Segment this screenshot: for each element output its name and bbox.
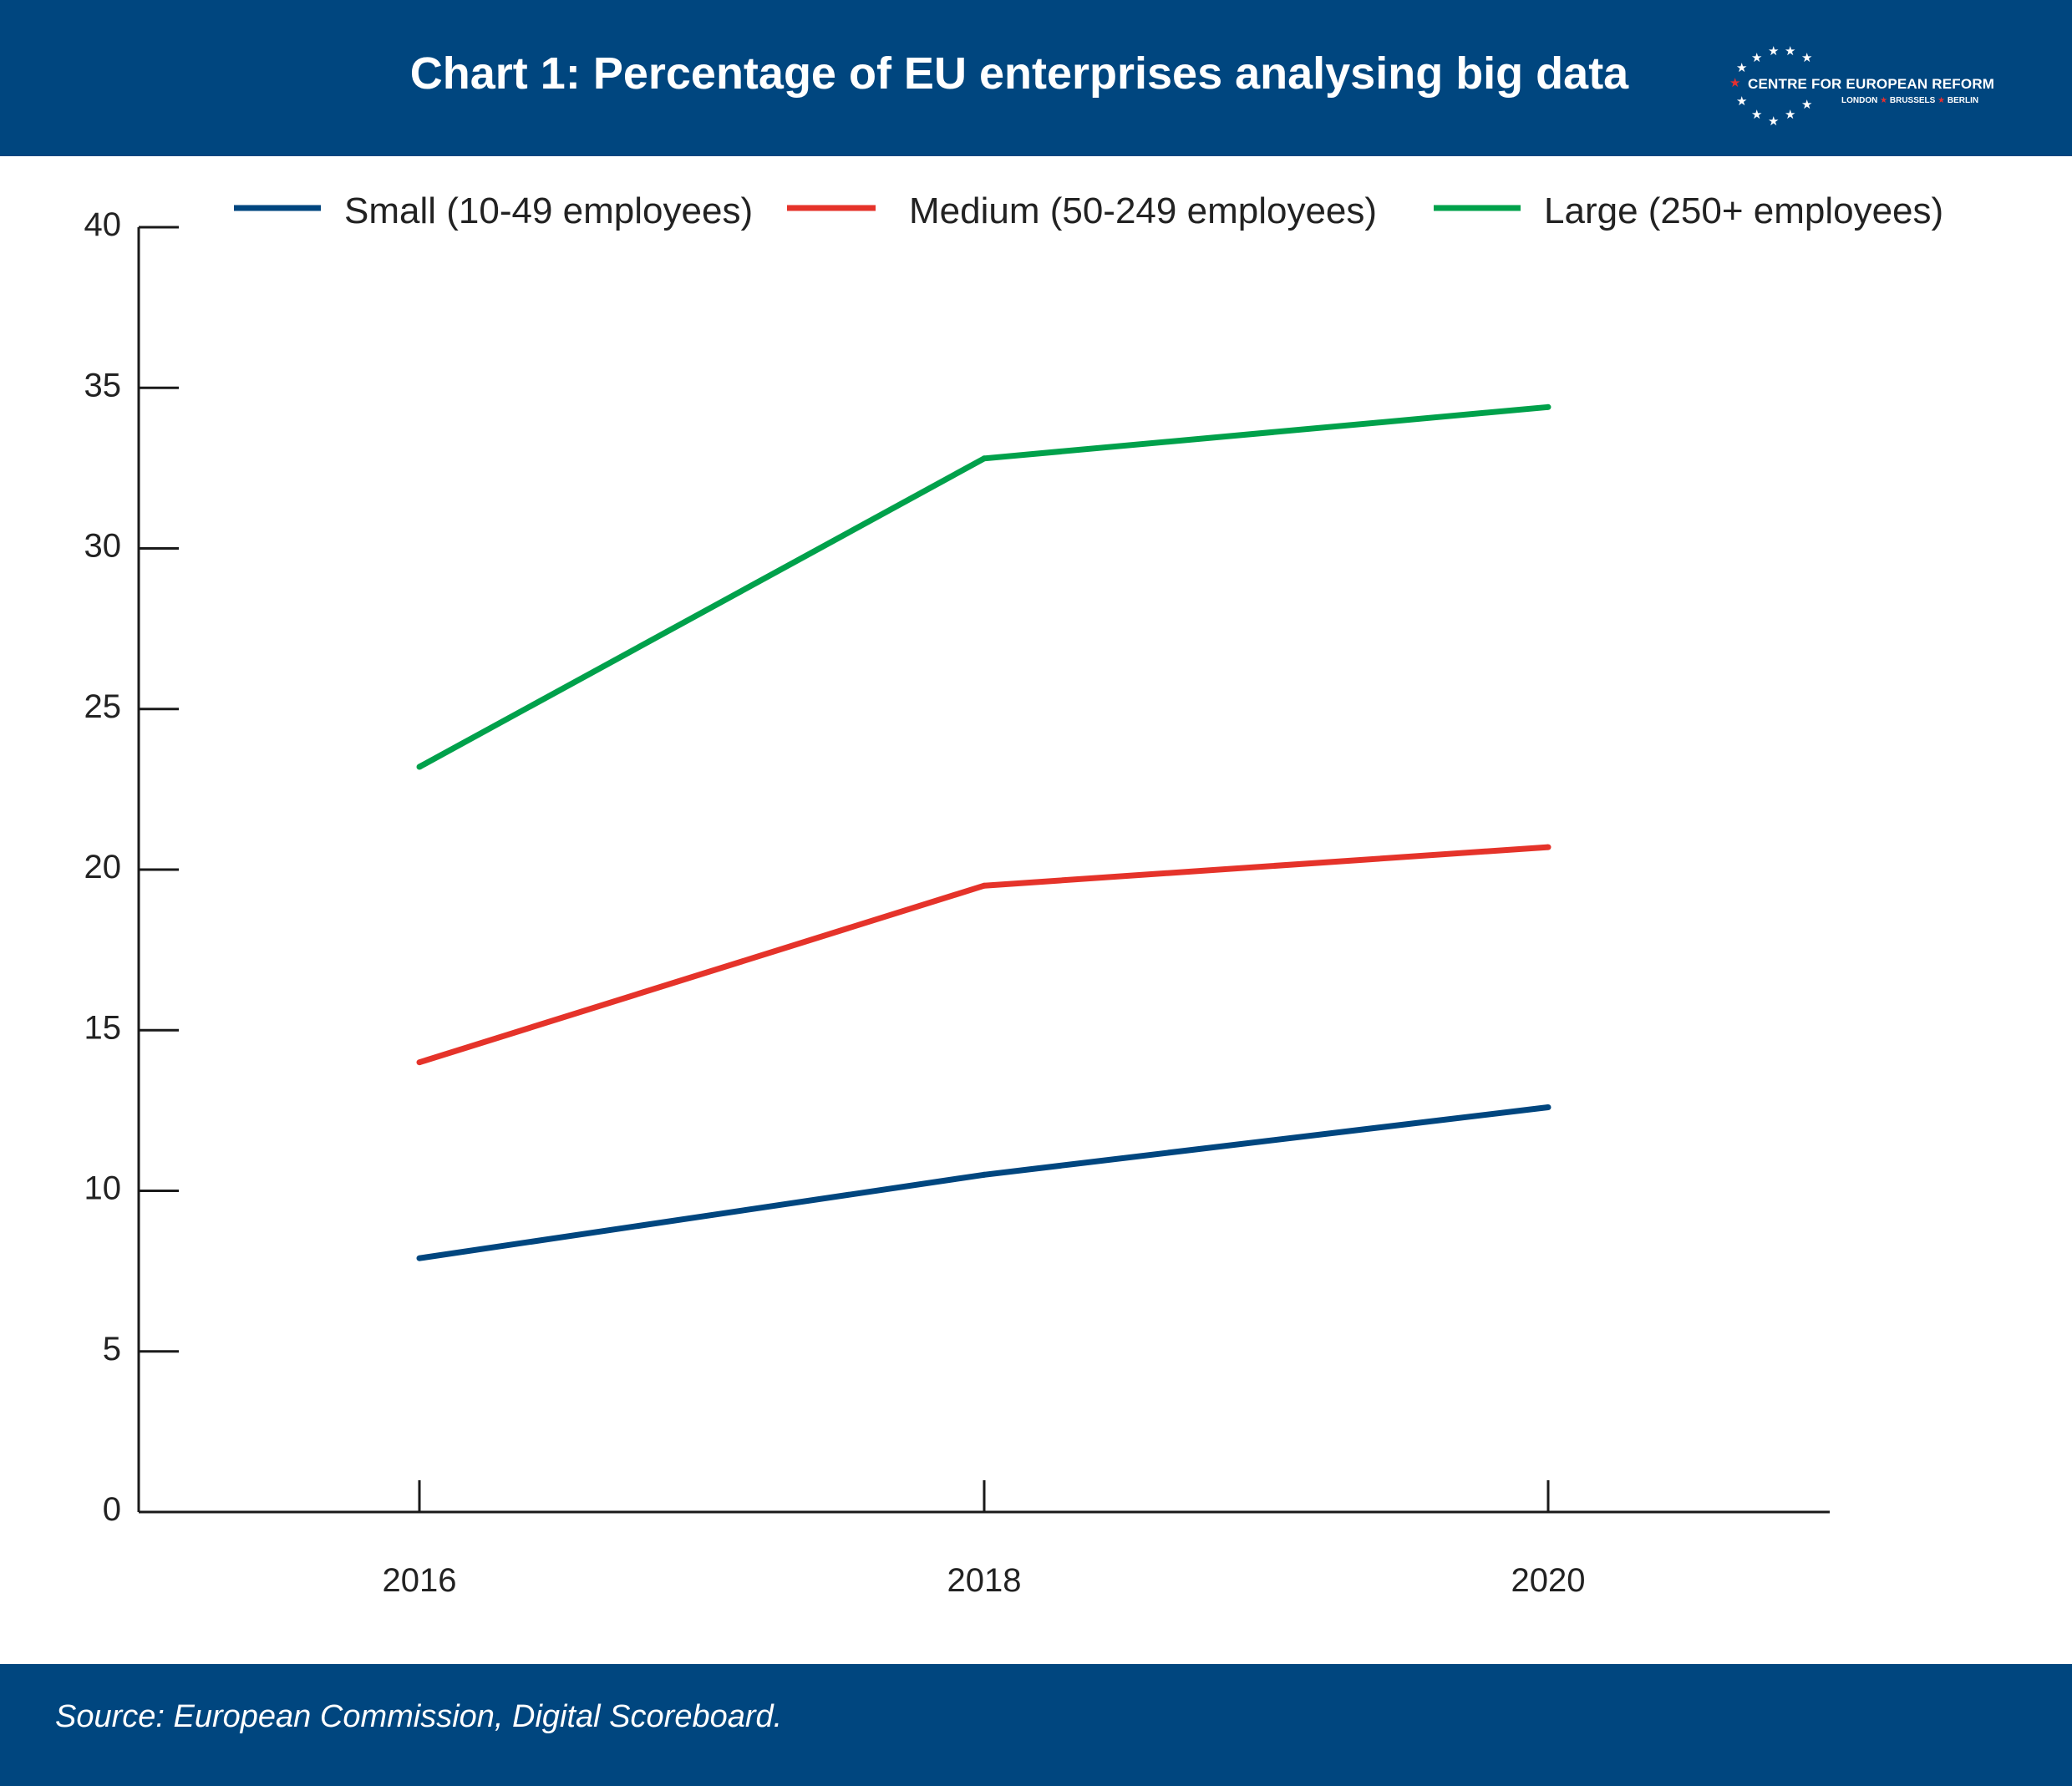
y-tick-label: 15 [84, 1009, 122, 1046]
legend-label: Small (10-49 employees) [344, 190, 753, 231]
data-point [981, 1171, 988, 1178]
x-tick-label: 2020 [1511, 1562, 1586, 1599]
x-tick-label: 2016 [383, 1562, 457, 1599]
legend: Small (10-49 employees) Medium (50-249 em… [234, 190, 1943, 231]
y-tick-label: 25 [84, 688, 122, 725]
logo-city-berlin: BERLIN [1947, 96, 1979, 105]
series-lines [416, 403, 1551, 1261]
logo-star-icon: ★ [1751, 51, 1763, 65]
y-tick-label: 10 [84, 1170, 122, 1207]
legend-label: Medium (50-249 employees) [909, 190, 1377, 231]
cer-logo: ★ ★ ★ ★ ★ ★ ★ ★ ★ ★ ★ CENTRE FOR EUROPEA… [1724, 40, 2009, 132]
logo-cities: LONDON ★ BRUSSELS ★ BERLIN [1841, 96, 1978, 105]
logo-star-icon: ★ [1880, 96, 1888, 105]
logo-city-london: LONDON [1841, 96, 1878, 105]
data-point [1545, 1104, 1551, 1110]
data-point [1545, 403, 1551, 410]
y-tick-label: 20 [84, 849, 122, 885]
data-point [416, 1255, 423, 1261]
logo-star-icon: ★ [1785, 44, 1796, 58]
header-bar: Chart 1: Percentage of EU enterprises an… [0, 0, 2072, 156]
x-tick-label: 2018 [947, 1562, 1022, 1599]
series-line [419, 1104, 1549, 1261]
y-tick-label: 30 [84, 528, 122, 565]
data-point [416, 1059, 423, 1066]
logo-star-icon: ★ [1801, 51, 1813, 65]
logo-star-icon: ★ [1937, 96, 1946, 105]
logo-star-icon: ★ [1736, 61, 1748, 75]
series-line [418, 844, 1549, 1066]
logo-star-icon: ★ [1801, 98, 1813, 112]
logo-star-icon: ★ [1768, 114, 1780, 129]
y-tick-label: 0 [103, 1491, 121, 1528]
y-tick-label: 5 [103, 1331, 121, 1367]
data-point [981, 882, 988, 889]
logo-star-icon: ★ [1768, 44, 1780, 58]
logo-star-icon: ★ [1751, 108, 1763, 122]
y-tick-label: 40 [84, 206, 122, 243]
logo-star-icon: ★ [1736, 94, 1748, 109]
y-axis: 0 5 10 15 20 25 30 35 40 [84, 206, 179, 1528]
source-note: Source: European Commission, Digital Sco… [55, 1699, 783, 1734]
chart-title: Chart 1: Percentage of EU enterprises an… [409, 48, 1629, 99]
line-chart: Small (10-49 employees) Medium (50-249 em… [84, 190, 1944, 1599]
logo-star-icon: ★ [1785, 108, 1796, 122]
data-point [416, 764, 423, 770]
logo-city-brussels: BRUSSELS [1889, 96, 1936, 105]
data-point [1545, 844, 1551, 850]
y-tick-label: 35 [84, 367, 122, 403]
logo-star-icon: ★ [1729, 76, 1741, 90]
x-axis: 2016 2018 2020 [139, 1480, 1830, 1599]
footer-bar: Source: European Commission, Digital Sco… [0, 1664, 2072, 1786]
data-point [981, 455, 988, 462]
logo-name: CENTRE FOR EUROPEAN REFORM [1748, 76, 1995, 92]
legend-label: Large (250+ employees) [1544, 190, 1943, 231]
